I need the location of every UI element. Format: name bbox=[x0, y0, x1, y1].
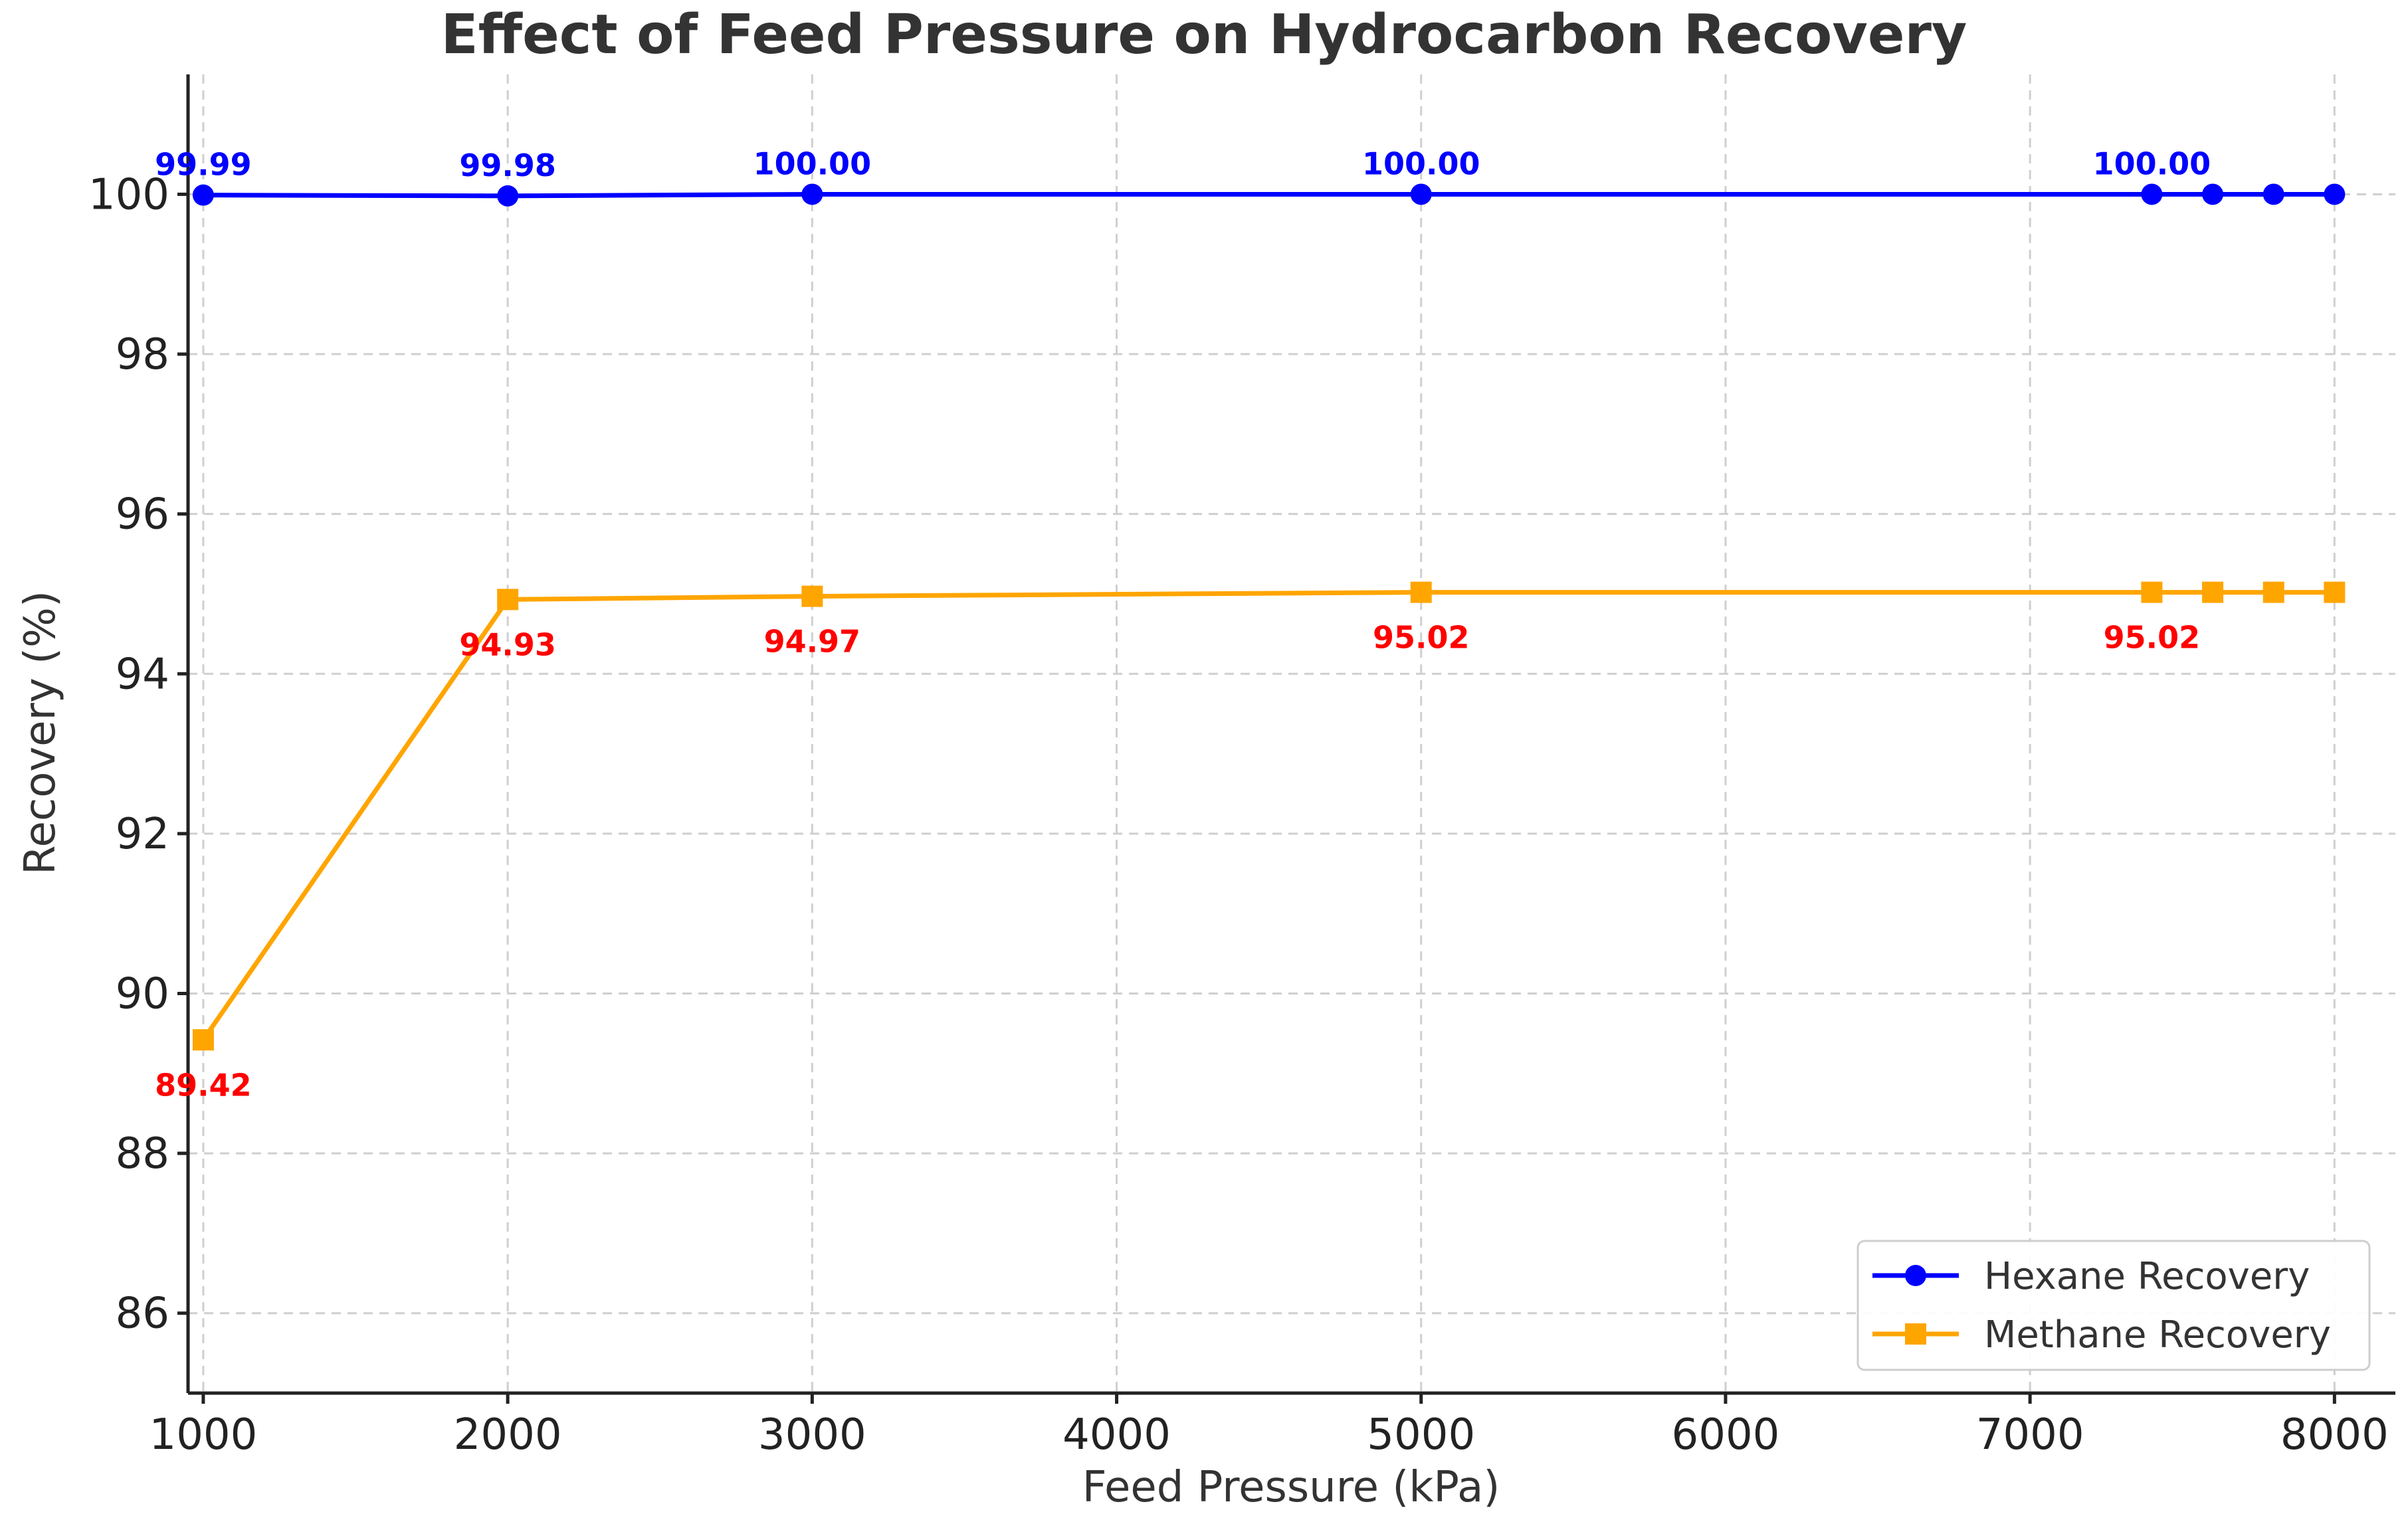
x-axis-label: Feed Pressure (kPa) bbox=[1082, 1463, 1500, 1512]
hexane-recovery-point bbox=[497, 185, 519, 207]
x-tick-label: 2000 bbox=[454, 1410, 562, 1460]
hexane-recovery-point bbox=[192, 184, 214, 206]
methane-recovery-point bbox=[801, 585, 823, 607]
grid-lines bbox=[188, 74, 2395, 1393]
methane-recovery-point bbox=[2324, 581, 2346, 603]
y-tick-label: 86 bbox=[116, 1289, 169, 1339]
hexane-recovery-point bbox=[801, 183, 823, 205]
y-tick-label: 90 bbox=[116, 969, 169, 1018]
data-series bbox=[192, 183, 2346, 1051]
hexane-recovery-data-label: 100.00 bbox=[2093, 145, 2211, 181]
x-tick-label: 7000 bbox=[1976, 1410, 2084, 1460]
tick-labels: 1000 2000 3000 4000 5000 6000 7000 8000 86 88 90 92… bbox=[88, 170, 2389, 1460]
methane-recovery-data-label: 95.02 bbox=[2104, 620, 2201, 656]
hexane-recovery-point bbox=[2262, 183, 2284, 205]
chart-title: Effect of Feed Pressure on Hydrocarbon R… bbox=[441, 3, 1967, 66]
methane-recovery-data-label: 95.02 bbox=[1373, 620, 1470, 656]
axes bbox=[177, 74, 2395, 1404]
y-axis-label: Recovery (%) bbox=[16, 591, 65, 875]
hexane-recovery-line bbox=[203, 191, 2335, 199]
x-tick-label: 6000 bbox=[1672, 1410, 1780, 1460]
legend-label: Methane Recovery bbox=[1984, 1313, 2331, 1357]
hexane-recovery-point bbox=[2202, 183, 2224, 205]
y-tick-label: 98 bbox=[116, 330, 169, 379]
legend-swatch-marker bbox=[1905, 1323, 1926, 1345]
x-tick-label: 8000 bbox=[2280, 1410, 2389, 1460]
methane-recovery-point bbox=[192, 1029, 214, 1051]
legend: Hexane Recovery Methane Recovery bbox=[1856, 1240, 2371, 1371]
legend-box bbox=[1856, 1240, 2371, 1371]
x-tick-label: 3000 bbox=[758, 1410, 866, 1460]
methane-recovery-data-label: 94.97 bbox=[764, 624, 861, 660]
y-tick-label: 100 bbox=[88, 170, 169, 219]
methane-recovery-data-label: 94.93 bbox=[459, 626, 556, 662]
methane-recovery-point bbox=[2141, 581, 2163, 603]
hexane-recovery-point bbox=[1410, 183, 1432, 205]
legend-label: Hexane Recovery bbox=[1984, 1255, 2310, 1298]
hexane-recovery-series bbox=[192, 183, 2346, 207]
hexane-recovery-data-label: 99.99 bbox=[155, 147, 252, 183]
methane-recovery-point bbox=[1410, 581, 1432, 603]
y-tick-label: 88 bbox=[116, 1129, 169, 1179]
legend-item-methane-recovery: Methane Recovery bbox=[1872, 1313, 2331, 1357]
y-tick-label: 92 bbox=[116, 810, 169, 859]
hexane-recovery-point bbox=[2141, 183, 2163, 205]
hexane-recovery-data-label: 100.00 bbox=[753, 145, 872, 181]
methane-recovery-point bbox=[2202, 581, 2224, 603]
methane-recovery-series bbox=[192, 581, 2346, 1051]
legend-swatch-marker bbox=[1905, 1265, 1926, 1286]
x-tick-label: 5000 bbox=[1367, 1410, 1475, 1460]
y-tick-label: 96 bbox=[116, 490, 169, 539]
hexane-recovery-data-label: 99.98 bbox=[459, 147, 556, 183]
hexane-recovery-data-label: 100.00 bbox=[1362, 145, 1480, 181]
legend-item-hexane-recovery: Hexane Recovery bbox=[1872, 1255, 2310, 1298]
data-labels: 99.99 99.98 100.00 100.00 100.00 89.42 94.93 94… bbox=[155, 145, 2211, 1103]
methane-recovery-point bbox=[2262, 581, 2284, 603]
x-tick-label: 4000 bbox=[1062, 1410, 1171, 1460]
methane-recovery-point bbox=[497, 589, 519, 611]
hexane-recovery-point bbox=[2324, 183, 2346, 205]
y-tick-label: 94 bbox=[116, 650, 169, 699]
methane-recovery-data-label: 89.42 bbox=[155, 1067, 252, 1103]
x-tick-label: 1000 bbox=[149, 1410, 257, 1460]
